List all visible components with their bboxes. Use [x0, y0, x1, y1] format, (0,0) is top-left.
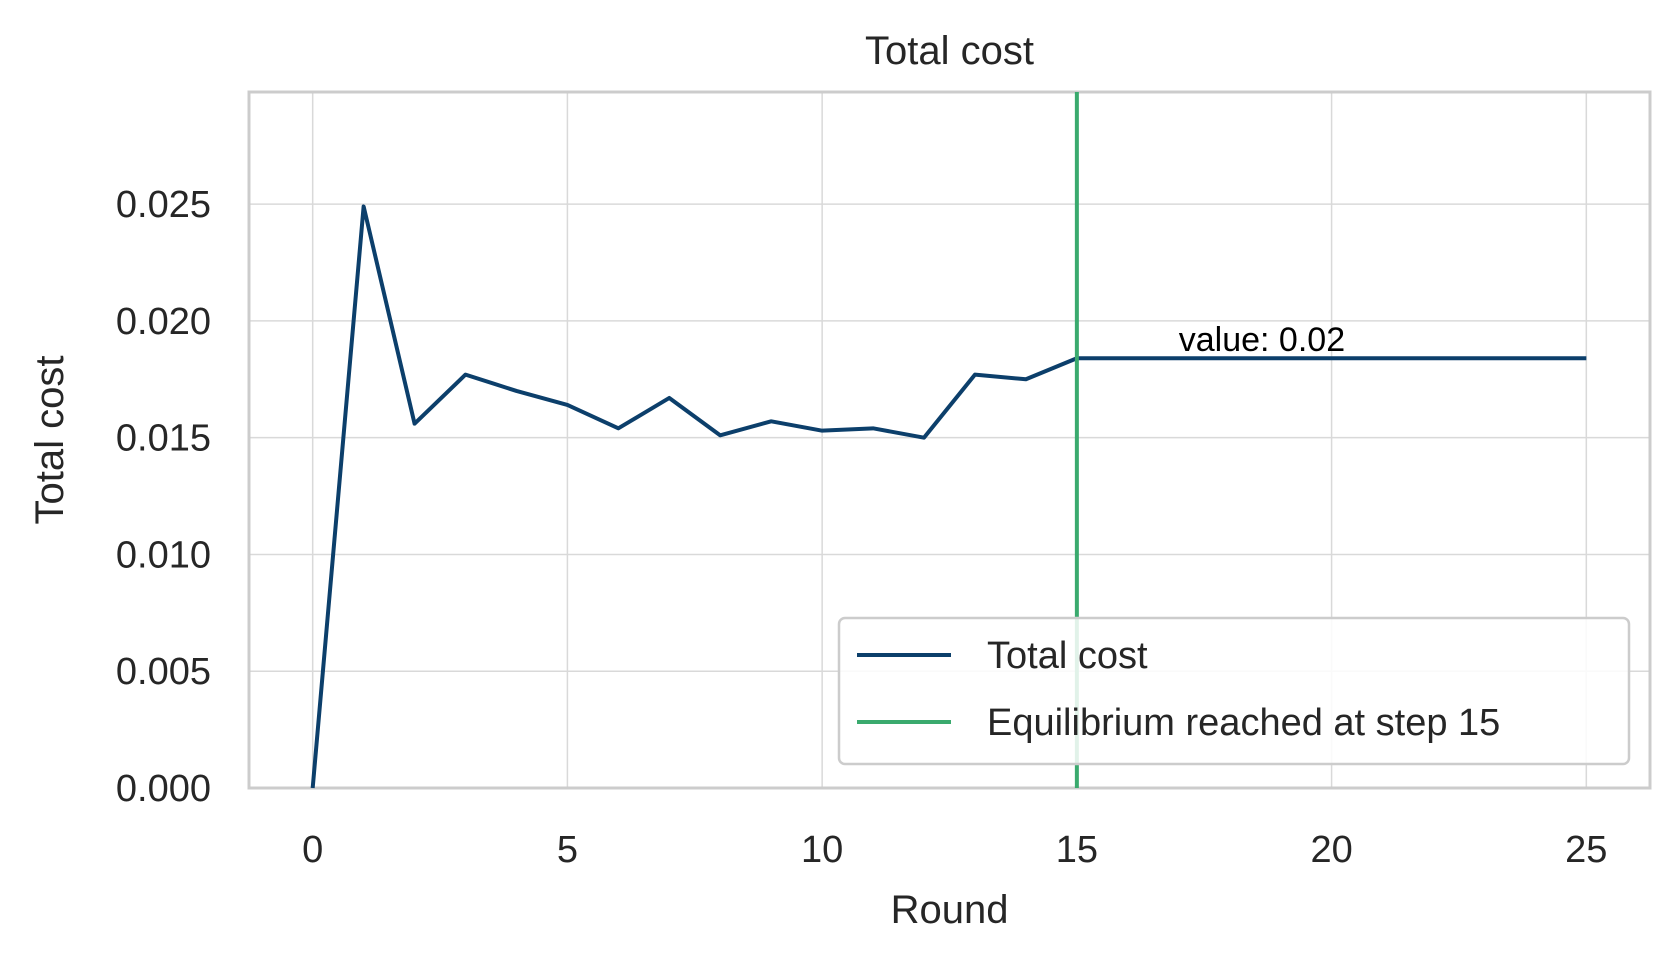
x-tick-label: 20 [1310, 829, 1352, 871]
x-tick-label: 25 [1565, 829, 1607, 871]
y-tick-label: 0.015 [116, 418, 211, 460]
legend-box [837, 616, 1631, 766]
legend-label-equilibrium: Equilibrium reached at step 15 [987, 702, 1500, 744]
y-tick-label: 0.020 [116, 301, 211, 343]
y-axis-label: Total cost [28, 356, 72, 525]
plot-frame [247, 90, 1652, 790]
legend: Total cost Equilibrium reached at step 1… [837, 616, 1631, 766]
y-axis-ticks: 0.000 0.005 0.010 0.015 0.020 0.025 [116, 184, 211, 810]
x-tick-label: 5 [557, 829, 578, 871]
legend-label-total-cost: Total cost [987, 635, 1148, 677]
y-tick-label: 0.025 [116, 184, 211, 226]
x-tick-label: 0 [302, 829, 323, 871]
value-annotation: value: 0.02 [1179, 321, 1345, 359]
x-tick-label: 15 [1056, 829, 1098, 871]
x-axis-label: Round [891, 888, 1009, 932]
x-axis-ticks: 0 5 10 15 20 25 [302, 829, 1607, 871]
y-tick-label: 0.000 [116, 768, 211, 810]
series-line-total-cost [310, 204, 1587, 789]
y-tick-label: 0.010 [116, 534, 211, 576]
y-tick-label: 0.005 [116, 651, 211, 693]
x-tick-label: 10 [801, 829, 843, 871]
chart-title: Total cost [865, 29, 1034, 73]
